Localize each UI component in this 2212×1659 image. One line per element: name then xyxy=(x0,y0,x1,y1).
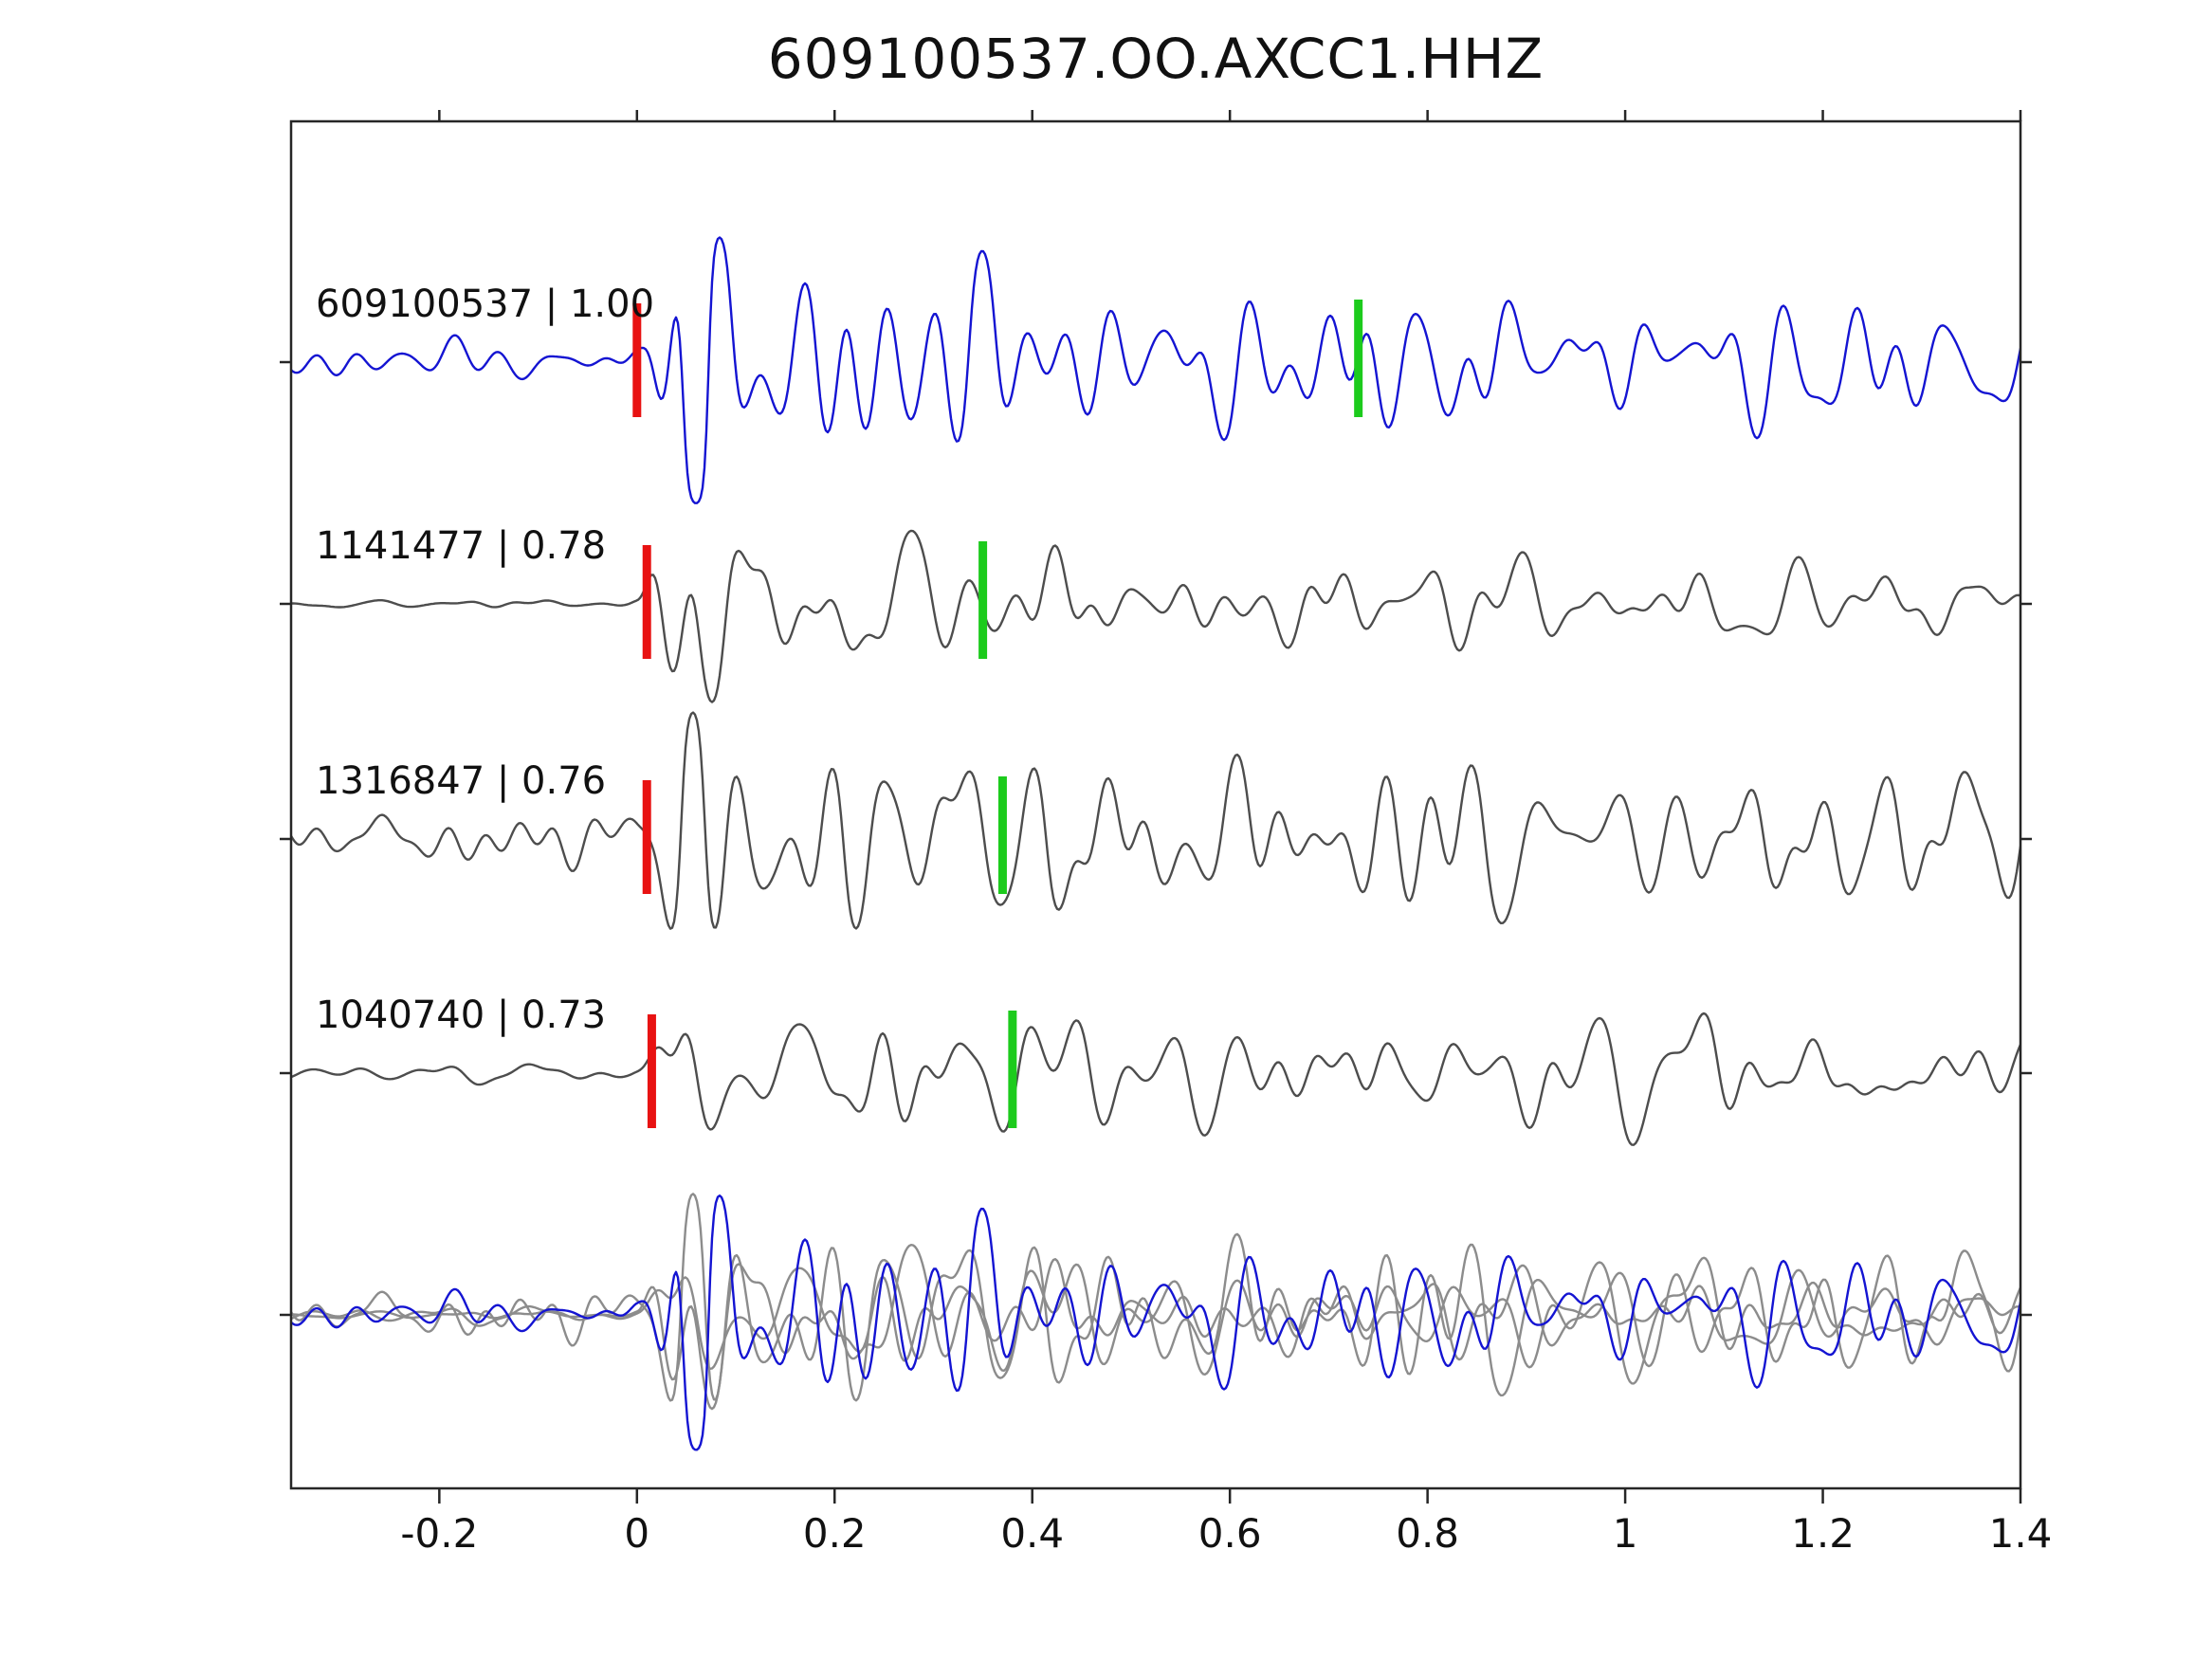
trace-label-1141477: 1141477 | 0.78 xyxy=(316,524,606,568)
waveform-trace-1040740 xyxy=(291,1012,2020,1146)
x-tick-label: -0.2 xyxy=(400,1510,478,1557)
waveform-trace-1316847-overlay xyxy=(291,1193,2020,1402)
x-tick-label: 0.6 xyxy=(1198,1510,1262,1557)
waveform-trace-609100537 xyxy=(291,236,2020,504)
x-tick-label: 1 xyxy=(1613,1510,1638,1557)
trace-label-609100537: 609100537 | 1.00 xyxy=(316,283,654,326)
x-tick-label: 0.4 xyxy=(1000,1510,1064,1557)
waveform-trace-609100537-overlay xyxy=(291,1194,2020,1451)
axes-box xyxy=(289,119,2022,1490)
figure-title: 609100537.OO.AXCC1.HHZ xyxy=(767,27,1545,91)
x-tick-label: 0.2 xyxy=(803,1510,867,1557)
waveform-trace-1316847 xyxy=(291,711,2020,930)
waveform-trace-1040740-overlay xyxy=(291,1256,2020,1385)
waveform-trace-1141477 xyxy=(291,529,2020,703)
trace-label-1040740: 1040740 | 0.73 xyxy=(316,994,606,1037)
traces-group xyxy=(291,236,2020,1451)
x-tick-label: 1.2 xyxy=(1791,1510,1855,1557)
x-tick-label: 0 xyxy=(624,1510,649,1557)
x-tick-label: 0.8 xyxy=(1396,1510,1459,1557)
trace-label-1316847: 1316847 | 0.76 xyxy=(316,759,606,803)
x-tick-label: 1.4 xyxy=(1989,1510,2053,1557)
